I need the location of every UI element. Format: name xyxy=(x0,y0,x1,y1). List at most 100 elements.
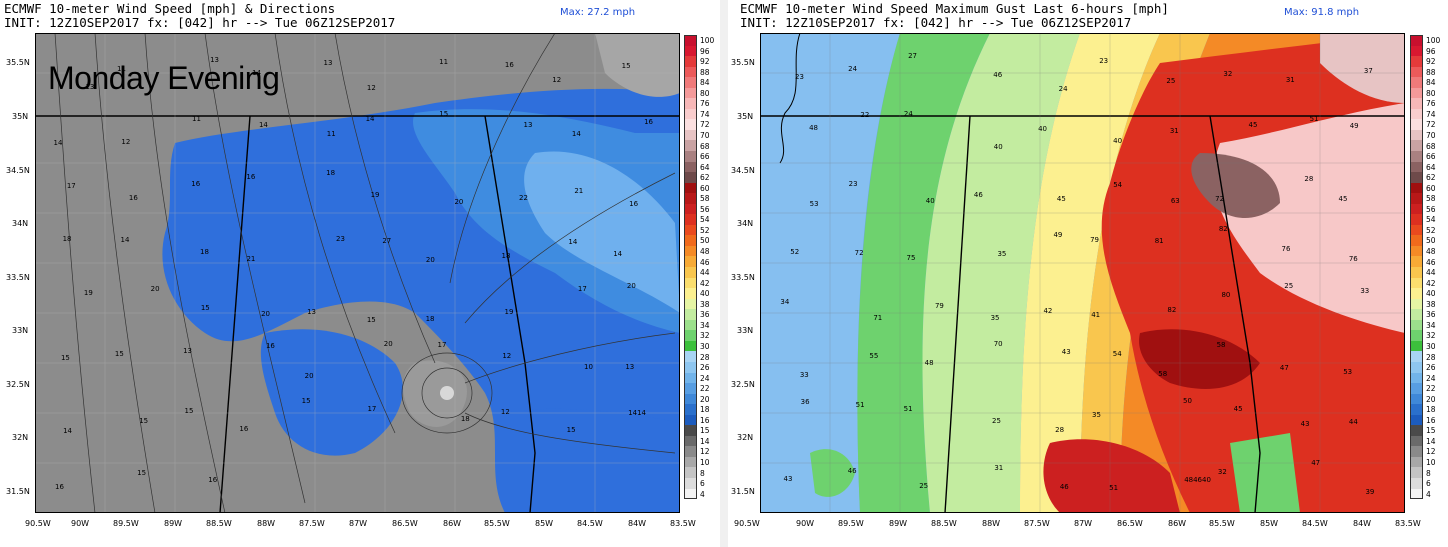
lon-label: 87.5W xyxy=(299,519,325,528)
colorbar-tick-label: 12 xyxy=(700,447,710,457)
point-value: 18 xyxy=(501,252,511,261)
point-value: 12 xyxy=(500,407,510,416)
colorbar-tick-label: 52 xyxy=(700,225,710,235)
point-value: 14 xyxy=(613,249,623,258)
colorbar-tick-label: 16 xyxy=(700,415,710,425)
colorbar-tick-label: 48 xyxy=(700,247,710,256)
point-value: 37 xyxy=(1363,66,1373,75)
point-value: 27 xyxy=(382,237,392,246)
lat-label: 32.5N xyxy=(731,380,755,389)
colorbar-tick-label: 88 xyxy=(700,67,710,77)
colorbar-tick-label: 50 xyxy=(1426,236,1436,246)
point-value: 46 xyxy=(993,71,1003,80)
colorbar-cell xyxy=(1410,98,1423,109)
colorbar-cell xyxy=(684,361,697,373)
lon-label: 87W xyxy=(349,519,368,528)
wind-speed-map xyxy=(35,33,680,513)
lon-label: 84.5W xyxy=(577,519,603,528)
colorbar-tick-label: 6 xyxy=(1426,479,1431,489)
colorbar-tick-label: 58 xyxy=(700,194,710,204)
colorbar-tick-label: 96 xyxy=(700,46,710,56)
point-value: 82 xyxy=(1167,306,1177,315)
lon-label: 84.5W xyxy=(1302,519,1328,528)
colorbar-cell xyxy=(1410,456,1423,468)
point-value: 25 xyxy=(1166,76,1176,85)
colorbar-cell xyxy=(1410,245,1423,257)
lat-label: 35N xyxy=(737,112,754,121)
colorbar-tick-label: 24 xyxy=(700,373,710,383)
colorbar-tick-label: 36 xyxy=(700,310,710,320)
point-value: 45 xyxy=(1233,404,1243,413)
colorbar-tick-label: 34 xyxy=(700,320,710,330)
colorbar-tick-label: 56 xyxy=(700,204,710,214)
colorbar-cell xyxy=(1410,340,1423,352)
point-value: 24 xyxy=(1058,85,1068,94)
point-value: 13 xyxy=(625,362,635,371)
point-value: 16 xyxy=(55,483,64,492)
point-value: 20 xyxy=(150,285,160,294)
point-value: 45 xyxy=(1248,120,1258,129)
point-value: 46 xyxy=(973,191,983,200)
colorbar-cell xyxy=(1410,446,1423,457)
point-value: 47 xyxy=(1311,458,1321,467)
colorbar-tick-label: 15 xyxy=(700,426,710,436)
point-value: 17 xyxy=(577,284,587,293)
colorbar-cell xyxy=(684,161,697,173)
lon-label: 84W xyxy=(1353,519,1372,528)
point-value: 18 xyxy=(425,314,435,323)
colorbar-cell xyxy=(1410,193,1423,204)
point-value: 49 xyxy=(1053,231,1063,240)
colorbar-cell xyxy=(1410,140,1423,152)
colorbar-tick-label: 20 xyxy=(1426,394,1436,404)
lon-label: 89.5W xyxy=(838,519,864,528)
point-value: 40 xyxy=(993,142,1003,151)
point-value: 32 xyxy=(1223,70,1233,79)
point-value: 51 xyxy=(855,400,865,409)
colorbar-cell xyxy=(1410,235,1423,246)
colorbar-cell xyxy=(684,404,697,415)
lat-label: 32N xyxy=(12,433,29,442)
point-value: 47 xyxy=(1279,364,1289,373)
colorbar-cell xyxy=(1410,372,1423,384)
colorbar-cell xyxy=(684,66,697,78)
point-value: 20 xyxy=(425,256,435,265)
colorbar-tick-label: 50 xyxy=(700,236,710,246)
colorbar-tick-label: 68 xyxy=(700,141,710,151)
point-value: 15 xyxy=(301,397,311,406)
point-value: 17 xyxy=(437,341,447,350)
colorbar-tick-label: 56 xyxy=(1426,204,1436,214)
point-value: 15 xyxy=(621,61,631,70)
point-value: 14 xyxy=(568,238,578,247)
lon-label: 90.5W xyxy=(734,519,760,528)
colorbar-cell xyxy=(1410,488,1423,500)
colorbar-tick-label: 30 xyxy=(700,341,710,351)
colorbar-cell xyxy=(684,309,697,320)
lat-label: 33N xyxy=(12,326,29,335)
point-value: 13 xyxy=(85,83,95,92)
colorbar-cell xyxy=(684,477,697,489)
right-max-label: Max: 91.8 mph xyxy=(1284,7,1360,18)
lon-label: 89.5W xyxy=(113,519,139,528)
point-value: 35 xyxy=(1092,410,1101,419)
point-value: 14 xyxy=(53,139,63,148)
point-value: 16 xyxy=(191,179,201,188)
colorbar-cell xyxy=(1410,435,1423,447)
colorbar-tick-label: 4 xyxy=(700,489,705,499)
colorbar-cell xyxy=(684,298,697,310)
colorbar-tick-label: 18 xyxy=(700,405,710,415)
colorbar-cell xyxy=(684,446,697,457)
lon-label: 83.5W xyxy=(1395,519,1421,528)
left-title-line1: ECMWF 10-meter Wind Speed [mph] & Direct… xyxy=(4,1,336,16)
colorbar-cell xyxy=(684,87,697,99)
lon-label: 85W xyxy=(1260,519,1279,528)
colorbar-cell xyxy=(684,414,697,426)
lat-label: 31.5N xyxy=(6,487,30,496)
point-value: 18 xyxy=(326,169,336,178)
point-value: 80 xyxy=(1221,291,1231,300)
point-value: 20 xyxy=(261,309,271,318)
point-value: 33 xyxy=(1360,286,1370,295)
colorbar-tick-label: 66 xyxy=(700,152,710,162)
colorbar-cell xyxy=(684,267,697,278)
point-value: 15 xyxy=(139,416,149,425)
point-value: 484640 xyxy=(1184,476,1211,485)
